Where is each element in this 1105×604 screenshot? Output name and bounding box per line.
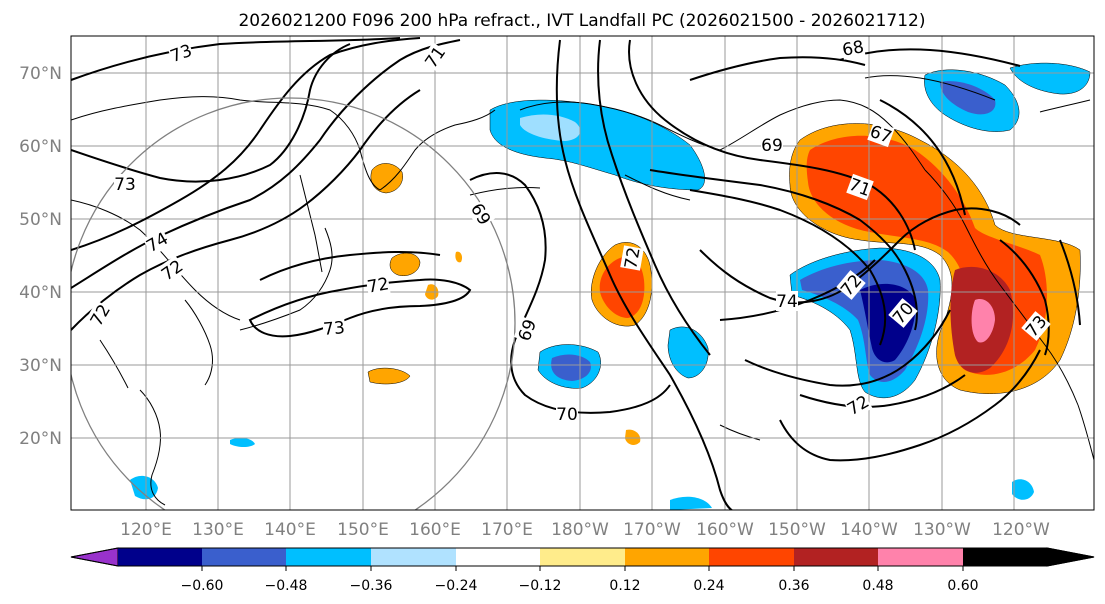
lat-label-60n: 60°N: [19, 137, 62, 157]
contour-label: 69: [761, 136, 783, 156]
contour-label: 73: [322, 318, 345, 340]
colorbar-segment-10: [878, 548, 963, 566]
graticule: [71, 36, 1094, 510]
lon-label-150w: 150°W: [768, 520, 826, 540]
contour-label-bg: [843, 390, 873, 420]
contour-label-bg: [761, 135, 783, 155]
contour-label: 72: [621, 246, 644, 271]
contour-label-bg: [836, 270, 866, 300]
longitude-labels: 120°E 130°E 140°E 150°E 160°E 170°E 180°…: [120, 520, 1050, 540]
contour-label: 73: [114, 175, 136, 195]
colorbar-segment-4: [371, 548, 456, 566]
contour-label-bg: [867, 120, 895, 148]
colorbar-segment-9: [794, 548, 878, 566]
colorbar-tick-label: 0.36: [778, 578, 809, 594]
colorbar-tick-label: −0.48: [265, 578, 308, 594]
lon-label-130w: 130°W: [913, 520, 971, 540]
refractivity-contours: [71, 37, 1081, 510]
contour-label-bg: [620, 245, 644, 271]
lon-label-120w: 120°W: [992, 520, 1050, 540]
lon-label-160w: 160°W: [696, 520, 754, 540]
colorbar-tick-label: −0.24: [435, 578, 478, 594]
lon-label-150e: 150°E: [337, 520, 389, 540]
contour-label-bg: [846, 173, 874, 201]
lat-label-70n: 70°N: [19, 64, 62, 84]
colorbar-ticks: [201, 566, 964, 571]
lon-label-180w: 180°W: [551, 520, 609, 540]
colorbar-tick-label: −0.36: [350, 578, 393, 594]
contour-label-bg: [157, 255, 187, 285]
colorbar-segment-1: [118, 548, 202, 566]
colorbar-tick-label: 0.48: [862, 578, 893, 594]
lon-label-160e: 160°E: [409, 520, 461, 540]
colorbar-segment-11: [963, 548, 1047, 566]
contour-label: 70: [556, 405, 578, 425]
latitude-labels: 70°N 60°N 50°N 40°N 30°N 20°N: [19, 64, 62, 449]
lon-label-170e: 170°E: [481, 520, 533, 540]
lon-label-120e: 120°E: [120, 520, 172, 540]
colorbar-segment-2: [202, 548, 286, 566]
contour-label-bg: [420, 42, 450, 72]
lon-label-130e: 130°E: [192, 520, 244, 540]
lon-label-140e: 140°E: [264, 520, 316, 540]
lat-label-40n: 40°N: [19, 283, 62, 303]
colorbar: −0.60 −0.48 −0.36 −0.24 −0.12 0.12 0.24 …: [70, 547, 1095, 594]
colorbar-segment-5: [456, 548, 540, 566]
colorbar-low-extension: [70, 547, 119, 567]
contour-label-bg: [85, 300, 115, 330]
lat-label-20n: 20°N: [19, 429, 62, 449]
colorbar-outline: [70, 547, 1095, 567]
contour-label-bg: [466, 199, 496, 229]
colorbar-tick-label: −0.12: [519, 578, 562, 594]
contour-label: 72: [366, 274, 391, 297]
contour-label-bg: [888, 298, 918, 328]
colorbar-segment-8: [709, 548, 794, 566]
contour-label-bg: [114, 174, 136, 194]
colorbar-segment-7: [625, 548, 709, 566]
contour-label-bg: [322, 317, 346, 339]
colorbar-tick-label: 0.12: [609, 578, 640, 594]
contour-label-bg: [556, 404, 578, 424]
colorbar-segment-3: [286, 548, 371, 566]
lat-label-30n: 30°N: [19, 356, 62, 376]
colorbar-high-extension: [1046, 547, 1095, 567]
contour-label-bg: [142, 227, 172, 257]
colorbar-tick-label: 0.24: [693, 578, 724, 594]
colorbar-tick-label: 0.60: [947, 578, 978, 594]
lon-label-170w: 170°W: [623, 520, 681, 540]
contour-label-bg: [365, 273, 391, 297]
contour-label-bg: [167, 39, 195, 67]
contour-label-bg: [1021, 311, 1051, 341]
contour-label: 74: [776, 292, 798, 312]
figure-title: 2026021200 F096 200 hPa refract., IVT La…: [238, 11, 925, 31]
colorbar-segment-6: [540, 548, 625, 566]
lat-label-50n: 50°N: [19, 210, 62, 230]
contour-label-bg: [840, 36, 866, 60]
contour-label-bg: [776, 291, 798, 311]
contour-label-bg: [513, 316, 541, 344]
colorbar-tick-label: −0.60: [181, 578, 224, 594]
coastlines: [71, 75, 1094, 506]
map-frame: [70, 35, 1095, 511]
landfall-pc-circle: [71, 97, 516, 510]
lon-label-140w: 140°W: [840, 520, 898, 540]
contour-label: 68: [841, 37, 866, 60]
